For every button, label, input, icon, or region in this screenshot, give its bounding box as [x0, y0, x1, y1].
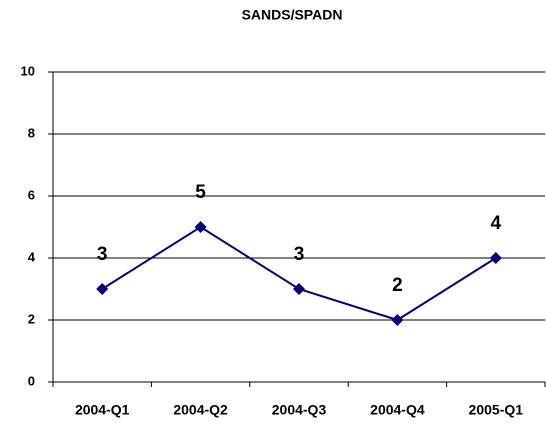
value-label: 4 [491, 213, 502, 234]
marker [194, 221, 207, 233]
y-tick-label: 2 [28, 311, 35, 326]
chart-title: SANDS/SPADN [242, 7, 343, 23]
value-label: 2 [392, 275, 403, 296]
value-label: 3 [97, 244, 108, 265]
x-tick-label: 2004-Q3 [272, 402, 327, 418]
marker [96, 283, 109, 295]
marker [391, 314, 404, 326]
x-tick-label: 2004-Q4 [370, 402, 425, 418]
y-tick-label: 0 [28, 373, 35, 388]
marker [489, 252, 502, 264]
value-label: 3 [294, 244, 305, 265]
line [101, 225, 497, 322]
y-tick-label: 10 [21, 63, 35, 78]
marker [293, 283, 305, 295]
y-tick-label: 8 [28, 125, 35, 140]
x-tick-label: 2005-Q1 [469, 402, 524, 418]
x-tick-label: 2004-Q2 [173, 402, 228, 418]
y-tick-label: 4 [28, 249, 36, 264]
x-tick-label: 2004-Q1 [75, 402, 130, 418]
value-label: 5 [195, 182, 206, 203]
y-tick-label: 6 [28, 187, 35, 202]
